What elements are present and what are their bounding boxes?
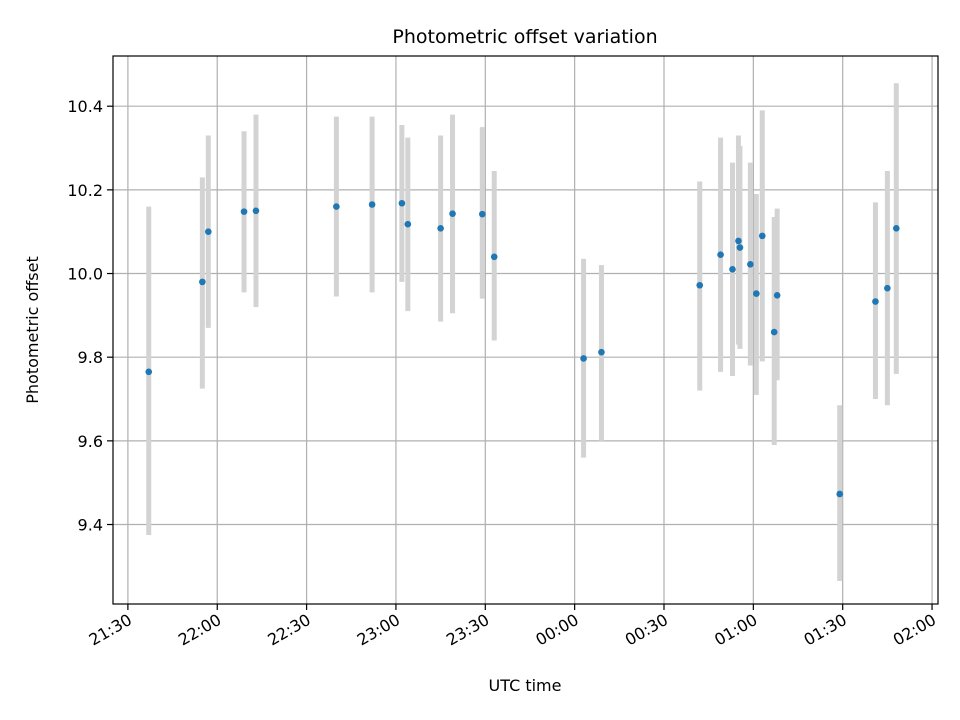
data-point [240,208,248,215]
data-point [836,490,844,498]
y-tick-label: 10.2 [67,181,103,200]
data-point [580,355,587,362]
data-point [735,237,742,245]
plot-frame [112,55,939,605]
y-axis: 9.4 9.6 9.8 10.0 10.2 10.4 [67,97,113,535]
x-axis-label: UTC time [489,676,562,695]
data-point [872,298,879,305]
y-tick-label: 9.6 [78,432,103,451]
data-point [145,368,153,376]
data-point [449,210,456,218]
data-point [398,199,406,207]
data-point [729,266,736,273]
data-point [479,210,486,218]
data-point [753,290,760,297]
data-point [747,261,754,268]
data-point [333,203,340,210]
grid [113,56,938,604]
data-point [884,284,891,292]
data-points [145,199,900,498]
data-point [696,281,704,289]
data-point [758,232,766,240]
data-point [199,278,206,286]
data-point [205,228,212,235]
data-point [437,225,444,232]
y-tick-label: 9.4 [78,516,103,535]
chart-title: Photometric offset variation [392,26,657,48]
data-point [736,244,744,251]
data-point [598,348,605,356]
data-point [773,291,781,299]
data-point [368,201,376,208]
data-point [770,328,778,336]
data-point [490,253,498,261]
y-tick-label: 10.0 [67,265,103,284]
y-axis-label: Photometric offset [23,256,42,404]
data-point [717,251,724,259]
data-point [893,225,900,232]
y-tick-label: 9.8 [78,348,103,367]
y-tick-label: 10.4 [67,97,103,116]
data-point [404,220,412,228]
data-point [252,207,260,215]
